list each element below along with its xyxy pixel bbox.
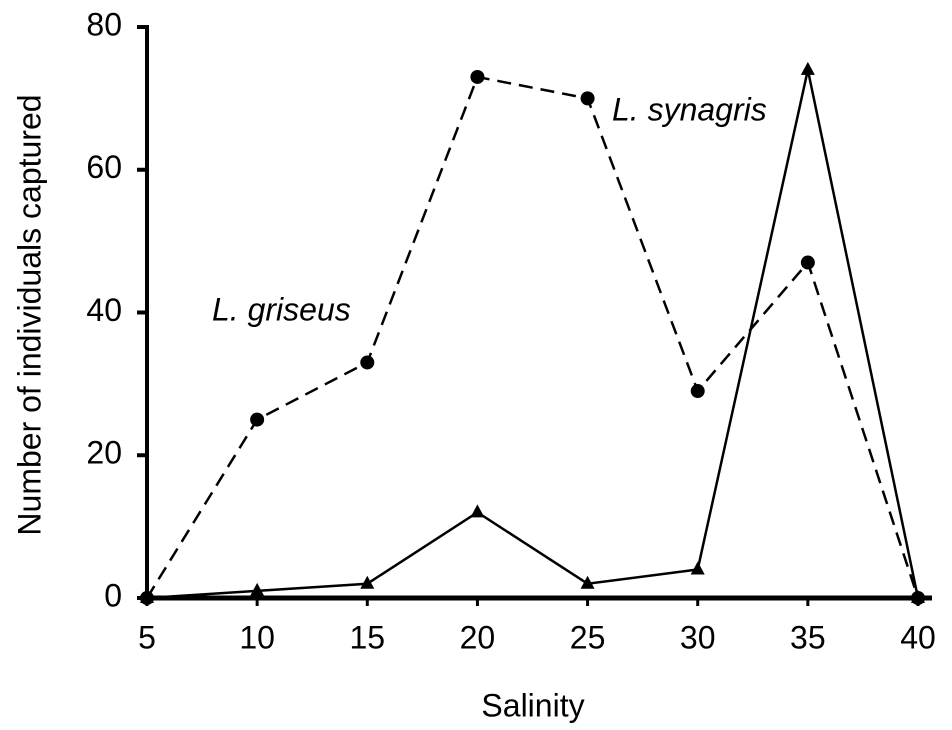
marker (140, 590, 154, 603)
series-line (145, 75, 920, 599)
marker (911, 590, 925, 603)
x-tick-label: 40 (900, 619, 936, 655)
y-tick-label: 0 (104, 577, 122, 613)
y-axis-title: Number of individuals captured (11, 94, 47, 535)
x-tick-label: 20 (460, 619, 496, 655)
y-tick-label: 40 (86, 292, 122, 328)
y-tick-label: 20 (86, 435, 122, 471)
x-tick-label: 5 (138, 619, 156, 655)
marker (360, 355, 375, 370)
marker (470, 504, 485, 518)
marker (800, 255, 815, 270)
series-line (146, 69, 920, 600)
marker (690, 561, 705, 575)
marker (690, 384, 705, 399)
marker (580, 575, 595, 589)
marker (360, 575, 375, 589)
series-label: L. synagris (612, 91, 767, 127)
x-tick-label: 25 (570, 619, 606, 655)
x-tick-label: 35 (790, 619, 826, 655)
x-tick-label: 15 (349, 619, 385, 655)
series-label: L. griseus (212, 291, 351, 327)
marker (580, 91, 595, 106)
x-tick-label: 30 (680, 619, 716, 655)
marker (250, 582, 265, 596)
marker (800, 61, 815, 75)
y-tick-label: 80 (86, 6, 122, 42)
marker (250, 412, 265, 427)
marker (470, 69, 485, 84)
y-tick-label: 60 (86, 149, 122, 185)
x-tick-label: 10 (239, 619, 275, 655)
x-axis-title: Salinity (481, 687, 584, 723)
